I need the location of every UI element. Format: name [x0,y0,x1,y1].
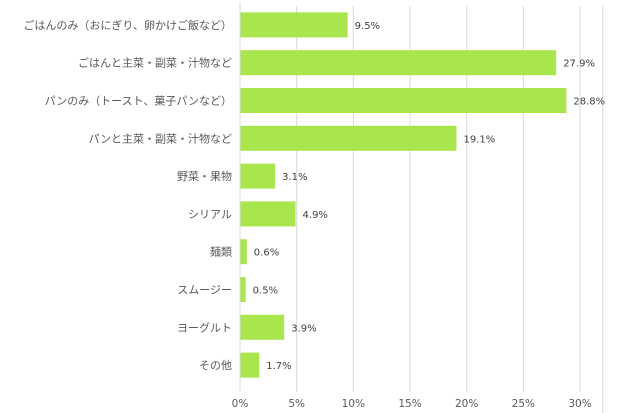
x-tick-label: 0% [232,398,249,410]
category-label: ごはんと主菜・副菜・汁物など [78,56,232,70]
data-label: 19.1% [463,134,495,145]
category-label: ごはんのみ（おにぎり、卵かけご飯など） [23,18,232,32]
bar [240,125,457,151]
data-label: 3.1% [282,172,307,183]
x-tick-label: 15% [398,398,421,410]
bar [240,50,557,76]
x-tick-label: 30% [568,398,591,410]
category-label: パンと主菜・副菜・汁物など [88,131,232,145]
data-label: 4.9% [303,210,328,221]
category-label: その他 [199,359,232,372]
x-tick-label: 10% [342,398,365,410]
x-tick-label: 20% [455,398,478,410]
bar [240,163,276,189]
category-label: スムージー [177,284,232,297]
data-label: 28.8% [573,97,605,108]
bar [240,201,296,227]
bar [240,277,246,302]
bar [240,12,348,38]
x-tick-label: 5% [288,398,305,410]
category-label: 麺類 [210,246,232,259]
bar [240,314,285,340]
bar [240,88,567,113]
category-label: 野菜・果物 [177,169,232,183]
data-label: 27.9% [563,59,595,70]
data-label: 1.7% [266,361,291,372]
data-label: 3.9% [291,323,316,334]
x-tick-label: 25% [512,398,535,410]
category-label: ヨーグルト [177,320,232,334]
category-label: シリアル [188,208,232,221]
category-label: パンのみ（トースト、菓子パンなど） [45,95,232,108]
data-label: 0.6% [254,248,279,259]
data-label: 0.5% [253,286,278,297]
data-label: 9.5% [355,21,380,32]
bar [240,352,260,378]
bar [240,239,247,265]
